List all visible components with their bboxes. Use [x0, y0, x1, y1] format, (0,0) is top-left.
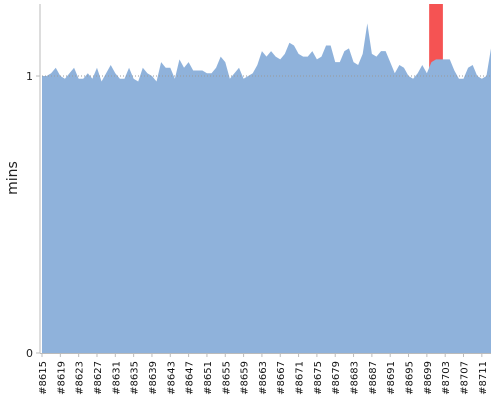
y-axis-title: mins: [5, 161, 21, 195]
x-tick-label: #8687: [368, 361, 379, 395]
x-tick-label: #8623: [75, 361, 86, 395]
y-tick-label: 1: [26, 70, 33, 83]
x-tick-label: #8667: [276, 361, 287, 395]
x-tick-label: #8695: [405, 361, 416, 395]
area-series: [42, 23, 491, 353]
x-tick-label: #8699: [423, 361, 434, 395]
x-tick-label: #8659: [240, 361, 251, 395]
x-tick-label: #8643: [166, 361, 177, 395]
x-tick-label: #8671: [295, 361, 306, 395]
x-tick-label: #8631: [111, 361, 122, 395]
x-tick-label: #8635: [130, 361, 141, 395]
x-tick-label: #8627: [93, 361, 104, 395]
x-tick-label: #8647: [185, 361, 196, 395]
x-tick-label: #8675: [313, 361, 324, 395]
x-tick-label: #8707: [460, 361, 471, 395]
x-tick-label: #8655: [221, 361, 232, 395]
x-tick-label: #8619: [56, 361, 67, 395]
x-tick-label: #8711: [478, 361, 489, 395]
x-tick-label: #8683: [350, 361, 361, 395]
x-tick-label: #8691: [386, 361, 397, 395]
x-tick-label: #8663: [258, 361, 269, 395]
x-tick-label: #8615: [38, 361, 49, 395]
x-tick-label: #8639: [148, 361, 159, 395]
x-tick-label: #8651: [203, 361, 214, 395]
x-tick-label: #8679: [331, 361, 342, 395]
y-tick-label: 0: [26, 347, 33, 360]
x-tick-label: #8703: [441, 361, 452, 395]
